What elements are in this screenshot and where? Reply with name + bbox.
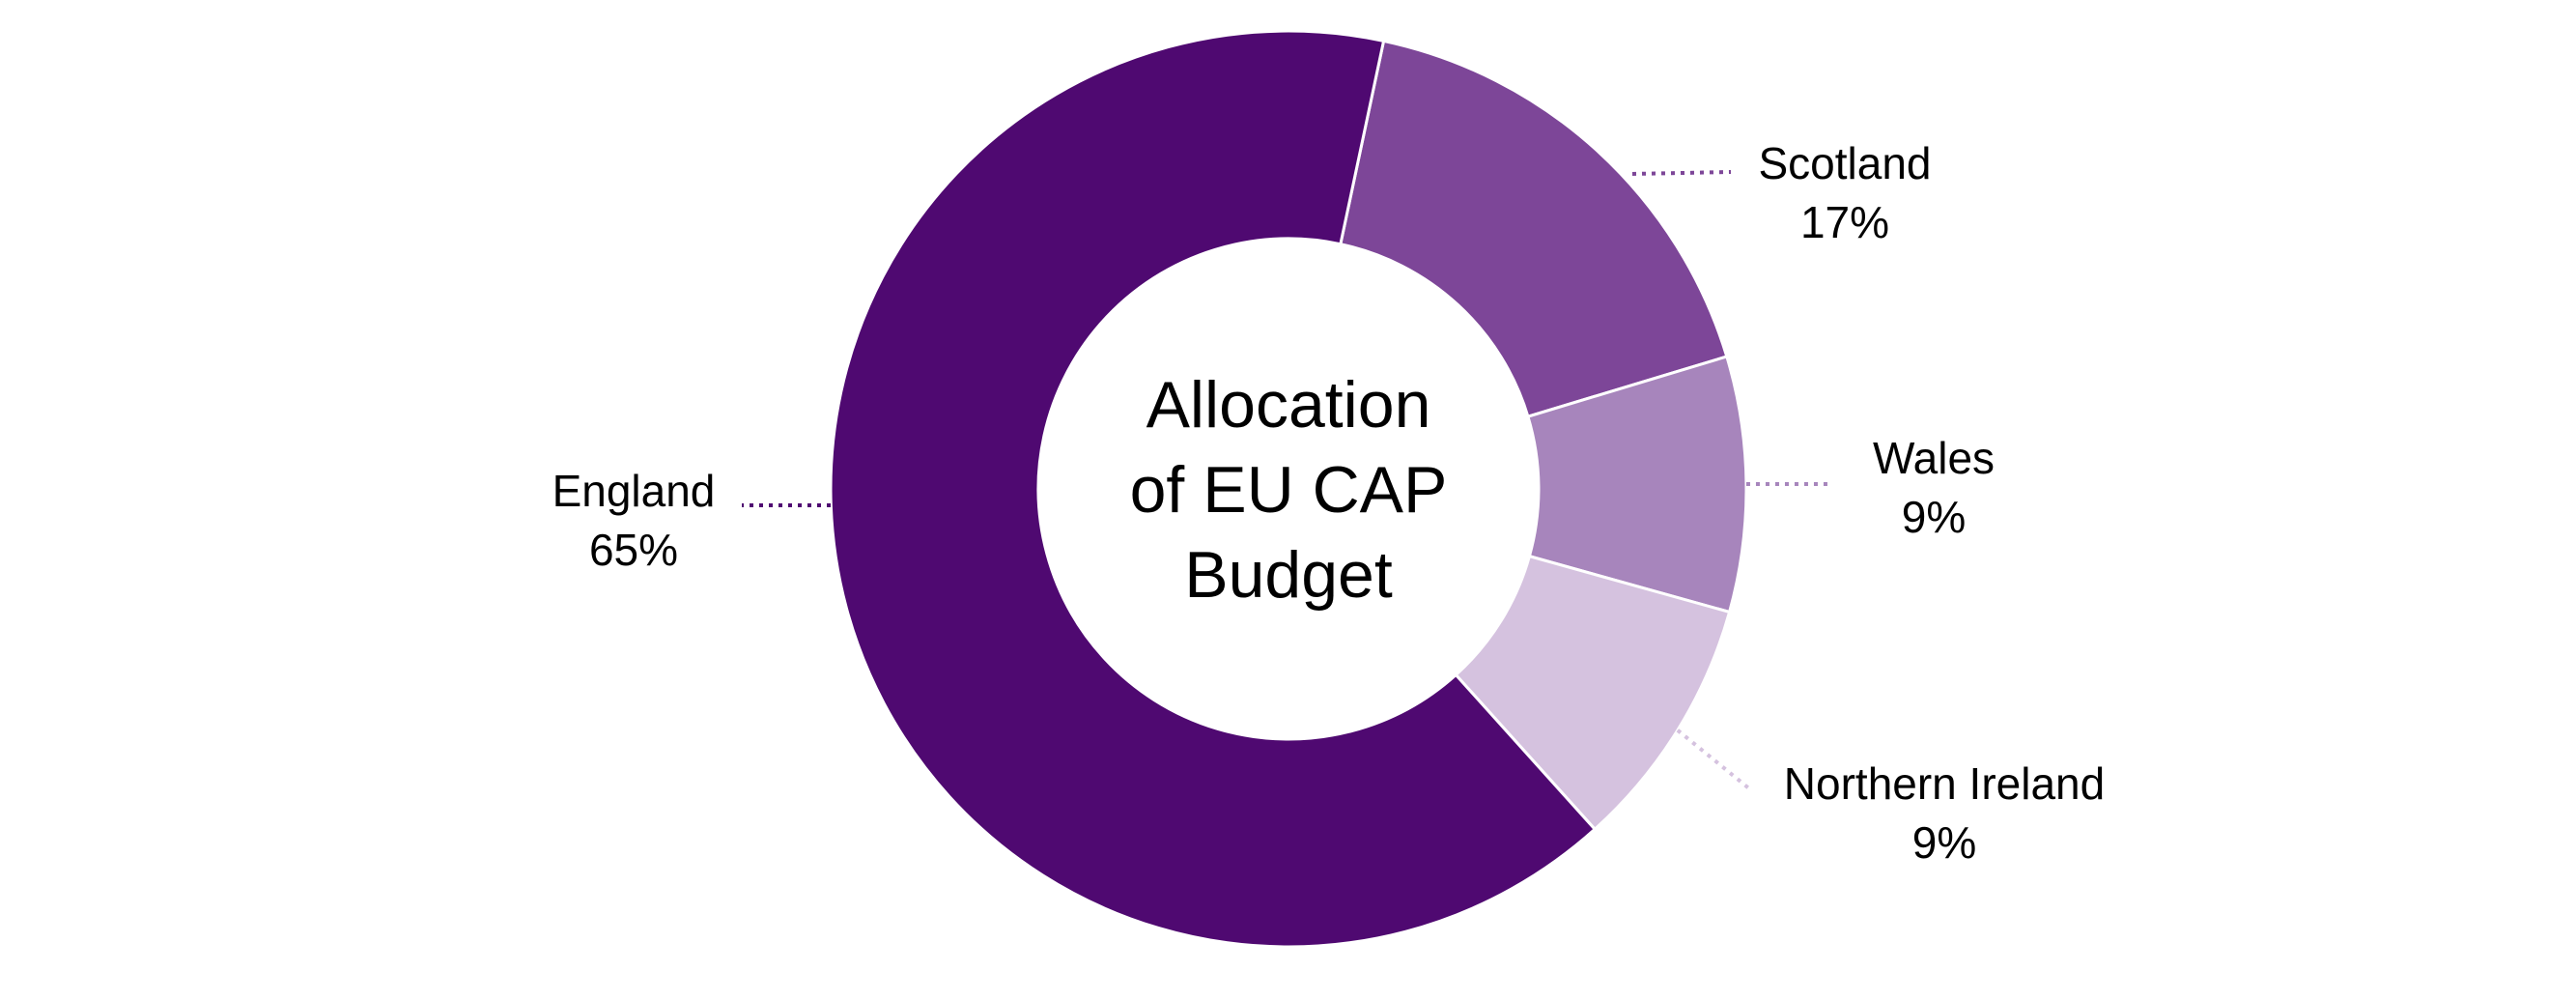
data-label-wales: Wales 9% <box>1873 433 1995 542</box>
center-title-line: of EU CAP <box>1130 453 1448 527</box>
leader-line-northern-ireland <box>1676 729 1752 791</box>
labels-layer: Scotland 17% Wales 9% Northern Ireland 9% Engl… <box>552 138 2106 868</box>
data-label-name: Scotland <box>1758 138 1931 188</box>
data-label-value: 65% <box>589 525 678 575</box>
slices-layer <box>829 29 1748 949</box>
chart-center-title: Allocation of EU CAP Budget <box>1130 368 1448 612</box>
slice-scotland <box>1339 39 1729 419</box>
leader-lines-layer <box>742 170 1828 791</box>
data-label-name: Wales <box>1873 433 1995 483</box>
data-label-northern-ireland: Northern Ireland 9% <box>1784 758 2105 868</box>
slice-england <box>829 29 1598 949</box>
data-label-value: 17% <box>1800 197 1889 247</box>
data-label-name: Northern Ireland <box>1784 758 2105 809</box>
data-label-value: 9% <box>1902 492 1966 542</box>
center-title-line: Allocation <box>1146 368 1431 442</box>
leader-line-scotland <box>1631 170 1732 176</box>
data-label-name: England <box>552 466 716 516</box>
data-label-england: England 65% <box>552 466 716 575</box>
data-label-value: 9% <box>1912 817 1976 868</box>
data-label-scotland: Scotland 17% <box>1758 138 1931 247</box>
center-title-line: Budget <box>1184 538 1393 612</box>
